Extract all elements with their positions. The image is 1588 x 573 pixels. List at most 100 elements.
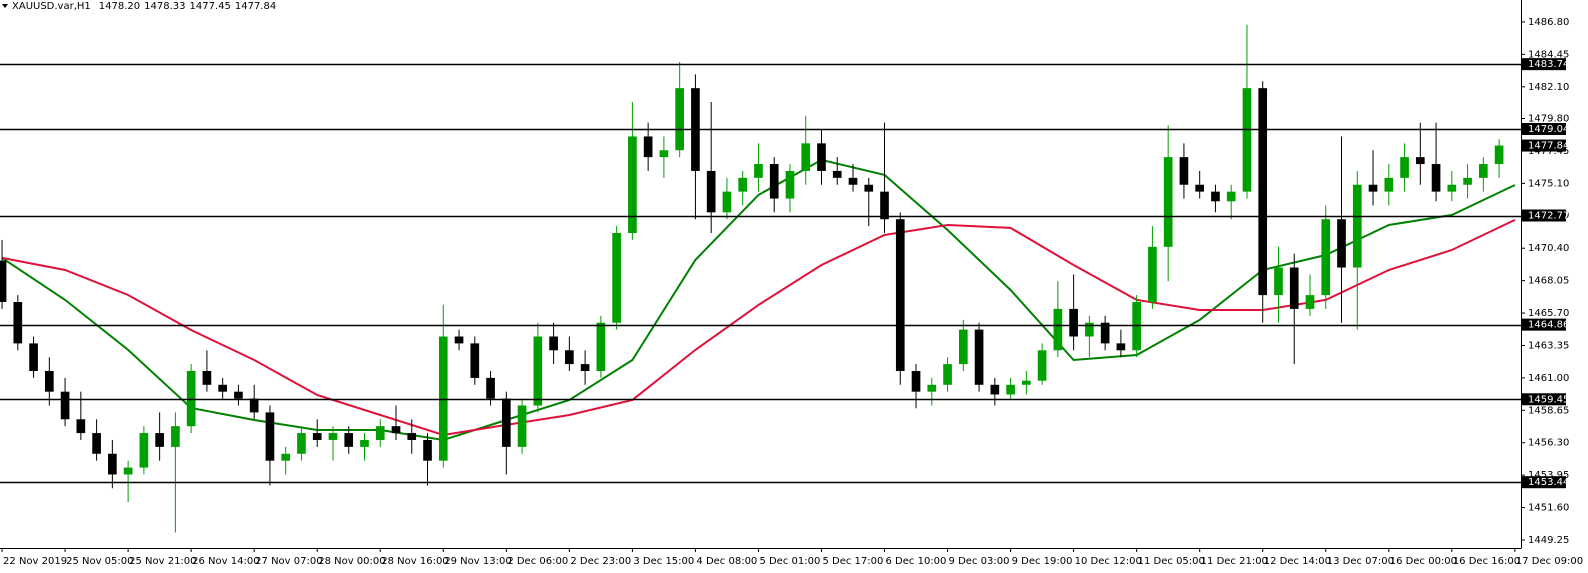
header-value: 1477.84 [235,1,276,12]
menu-arrow[interactable] [2,4,8,8]
candle-body [391,426,401,434]
x-tick-label: 11 Dec 05:00 [1138,556,1205,567]
level-label-box [1522,58,1566,71]
x-tick-label: 2 Dec 23:00 [570,556,631,567]
candle-body [375,426,385,440]
candle-body [312,433,322,440]
y-tick-label: 1453.95 [1528,470,1569,481]
candle-body [911,370,921,392]
candle-body [943,364,952,385]
candle-body [1400,157,1409,178]
x-tick-label: 6 Dec 10:00 [886,556,947,567]
candle-body [533,336,543,406]
candle-body [360,439,369,447]
y-tick-label: 1461.00 [1528,373,1569,384]
candle-body [1494,145,1504,165]
header-value: 1478.33 [144,1,185,12]
candle-body [1022,380,1031,385]
level-label-box [1522,318,1566,331]
candle-body [817,143,826,171]
y-tick-label: 1484.45 [1528,49,1569,60]
candle-body [1447,184,1457,192]
level-label: 1459.45 [1528,394,1569,405]
x-tick-label: 25 Nov 21:00 [129,556,196,567]
candle-body [218,384,227,392]
candle-body [1305,295,1315,309]
x-tick-label: 29 Nov 13:00 [444,556,511,567]
candle-body [328,433,338,440]
x-tick-label: 28 Nov 00:00 [318,556,385,567]
x-tick-label: 22 Nov 2019 [3,556,67,567]
x-tick-label: 10 Dec 12:00 [1075,556,1142,567]
x-tick-label: 16 Dec 00:00 [1390,556,1457,567]
candle-body [470,343,480,378]
candle-body [265,412,275,461]
candle-body [139,433,149,468]
candle-body [297,433,306,454]
candle-body [1148,246,1157,303]
candle-body [864,184,874,192]
candle-body [1384,177,1394,192]
candle-body [186,370,196,427]
candle-body [958,329,968,365]
y-tick-label: 1449.25 [1528,535,1569,546]
candle-body [880,191,889,220]
candle-body [1463,177,1472,185]
candle-body [769,164,779,199]
candle-body [580,364,590,371]
candle-body [1085,322,1094,337]
candle-body [612,233,621,323]
y-tick-label: 1475.10 [1528,178,1569,189]
y-tick-label: 1470.40 [1528,243,1569,254]
candle-body [1242,88,1252,192]
candle-body [123,467,133,475]
candle-body [675,88,684,151]
candle-body [13,302,23,344]
candle-body [1179,157,1189,185]
candle-body [895,219,905,371]
y-tick-label: 1486.80 [1528,17,1569,28]
candle-body [785,170,795,199]
candle-body [0,260,7,303]
header-value: 1478.20 [99,1,140,12]
candle-body [1195,184,1205,192]
candle-body [1289,267,1299,309]
candle-body [1431,164,1441,192]
y-tick-label: 1451.60 [1528,503,1569,514]
candle-body [990,384,1000,395]
candle-body [801,143,811,171]
y-tick-label: 1465.70 [1528,308,1569,319]
y-tick-label: 1458.65 [1528,405,1569,416]
y-tick-label: 1479.80 [1528,114,1569,125]
candle-body [596,322,606,371]
candle-body [108,453,117,475]
candle-body [486,377,495,399]
x-tick-label: 3 Dec 15:00 [633,556,694,567]
level-label: 1472.77 [1528,211,1569,222]
x-tick-label: 27 Nov 07:00 [255,556,322,567]
candle-body [549,336,558,351]
candle-body [1006,384,1015,395]
candle-body [249,398,259,413]
candle-body [155,433,164,447]
x-tick-label: 9 Dec 03:00 [949,556,1010,567]
candle-body [1258,88,1268,296]
level-label: 1464.86 [1528,320,1569,331]
candle-body [423,439,432,461]
candle-body [454,336,464,344]
candle-body [1053,308,1063,351]
candle-body [1163,157,1173,247]
candle-body [1274,267,1283,296]
candle-body [1321,219,1331,296]
candle-body [1116,343,1126,351]
candle-body [832,170,842,178]
y-tick-label: 1463.35 [1528,340,1569,351]
y-tick-label: 1468.05 [1528,276,1569,287]
candle-body [754,164,763,178]
x-tick-label: 17 Dec 09:00 [1516,556,1583,567]
candle-body [722,191,732,213]
level-label: 1453.44 [1528,477,1569,488]
candle-body [1037,350,1047,381]
candle-body [1352,184,1362,268]
